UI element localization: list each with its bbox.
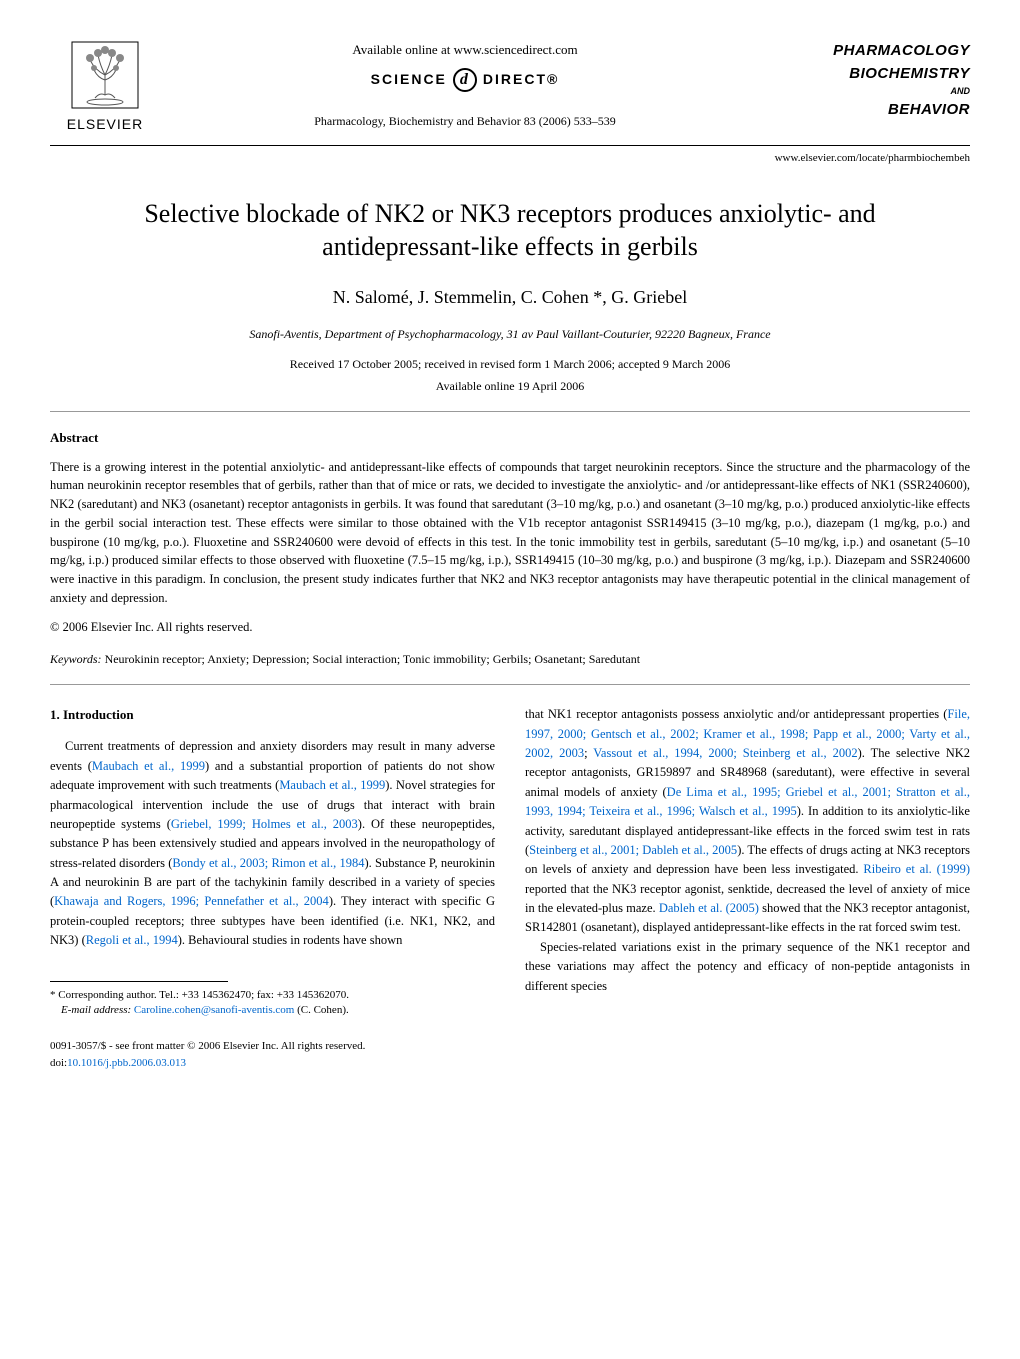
journal-word-3: BEHAVIOR	[770, 99, 970, 122]
email-label: E-mail address:	[61, 1004, 131, 1016]
elsevier-label: ELSEVIER	[67, 114, 143, 135]
bottom-info: 0091-3057/$ - see front matter © 2006 El…	[50, 1038, 495, 1072]
front-matter-line: 0091-3057/$ - see front matter © 2006 El…	[50, 1038, 495, 1055]
footnote-divider	[50, 981, 228, 982]
email-suffix: (C. Cohen).	[294, 1004, 348, 1016]
citation-link[interactable]: Khawaja and Rogers, 1996; Pennefather et…	[54, 894, 329, 908]
divider	[50, 684, 970, 685]
available-online-date: Available online 19 April 2006	[50, 377, 970, 395]
doi-line: doi:10.1016/j.pbb.2006.03.013	[50, 1055, 495, 1072]
citation-link[interactable]: Steinberg et al., 2001; Dableh et al., 2…	[529, 843, 737, 857]
intro-paragraph: Current treatments of depression and anx…	[50, 737, 495, 950]
abstract-heading: Abstract	[50, 428, 970, 448]
journal-title-box: PHARMACOLOGY BIOCHEMISTRY AND BEHAVIOR	[770, 40, 970, 121]
header: ELSEVIER Available online at www.science…	[50, 40, 970, 135]
email-link[interactable]: Caroline.cohen@sanofi-aventis.com	[134, 1004, 294, 1016]
intro-paragraph-cont: that NK1 receptor antagonists possess an…	[525, 705, 970, 938]
direct-label: DIRECT®	[483, 69, 559, 90]
citation-link[interactable]: Dableh et al. (2005)	[659, 901, 759, 915]
affiliation: Sanofi-Aventis, Department of Psychophar…	[50, 325, 970, 343]
header-center: Available online at www.sciencedirect.co…	[160, 40, 770, 130]
intro-heading: 1. Introduction	[50, 705, 495, 725]
body-columns: 1. Introduction Current treatments of de…	[50, 705, 970, 1072]
available-online-text: Available online at www.sciencedirect.co…	[180, 40, 750, 60]
column-right: that NK1 receptor antagonists possess an…	[525, 705, 970, 1072]
citation-link[interactable]: Vassout et al., 1994, 2000; Steinberg et…	[593, 746, 857, 760]
doi-link[interactable]: 10.1016/j.pbb.2006.03.013	[67, 1057, 186, 1069]
received-dates: Received 17 October 2005; received in re…	[50, 355, 970, 373]
sciencedirect-icon: d	[453, 68, 477, 92]
publisher-logo: ELSEVIER	[50, 40, 160, 135]
journal-reference: Pharmacology, Biochemistry and Behavior …	[180, 112, 750, 130]
article-title: Selective blockade of NK2 or NK3 recepto…	[90, 197, 930, 265]
citation-link[interactable]: Regoli et al., 1994	[86, 933, 178, 947]
citation-link[interactable]: Maubach et al., 1999	[279, 778, 385, 792]
divider	[50, 411, 970, 412]
column-left: 1. Introduction Current treatments of de…	[50, 705, 495, 1072]
citation-link[interactable]: Bondy et al., 2003; Rimon et al., 1984	[172, 856, 364, 870]
footnote-corr: * Corresponding author. Tel.: +33 145362…	[50, 988, 495, 1003]
journal-and: AND	[770, 85, 970, 99]
journal-word-1: PHARMACOLOGY	[770, 40, 970, 63]
journal-word-2: BIOCHEMISTRY	[770, 63, 970, 86]
keywords-label: Keywords:	[50, 652, 102, 666]
science-direct-logo: SCIENCE d DIRECT®	[180, 68, 750, 92]
intro-paragraph-2: Species-related variations exist in the …	[525, 938, 970, 996]
citation-link[interactable]: Maubach et al., 1999	[92, 759, 205, 773]
abstract-text: There is a growing interest in the poten…	[50, 458, 970, 608]
footnote-email-line: E-mail address: Caroline.cohen@sanofi-av…	[50, 1003, 495, 1018]
copyright-line: © 2006 Elsevier Inc. All rights reserved…	[50, 618, 970, 637]
journal-url: www.elsevier.com/locate/pharmbiochembeh	[50, 145, 970, 167]
corresponding-author-footnote: * Corresponding author. Tel.: +33 145362…	[50, 988, 495, 1019]
keywords-text: Neurokinin receptor; Anxiety; Depression…	[102, 652, 641, 666]
science-label: SCIENCE	[371, 69, 447, 90]
citation-link[interactable]: Ribeiro et al. (1999)	[863, 862, 970, 876]
keywords: Keywords: Neurokinin receptor; Anxiety; …	[50, 650, 970, 668]
elsevier-tree-icon	[70, 40, 140, 110]
citation-link[interactable]: Griebel, 1999; Holmes et al., 2003	[171, 817, 358, 831]
authors: N. Salomé, J. Stemmelin, C. Cohen *, G. …	[50, 284, 970, 311]
